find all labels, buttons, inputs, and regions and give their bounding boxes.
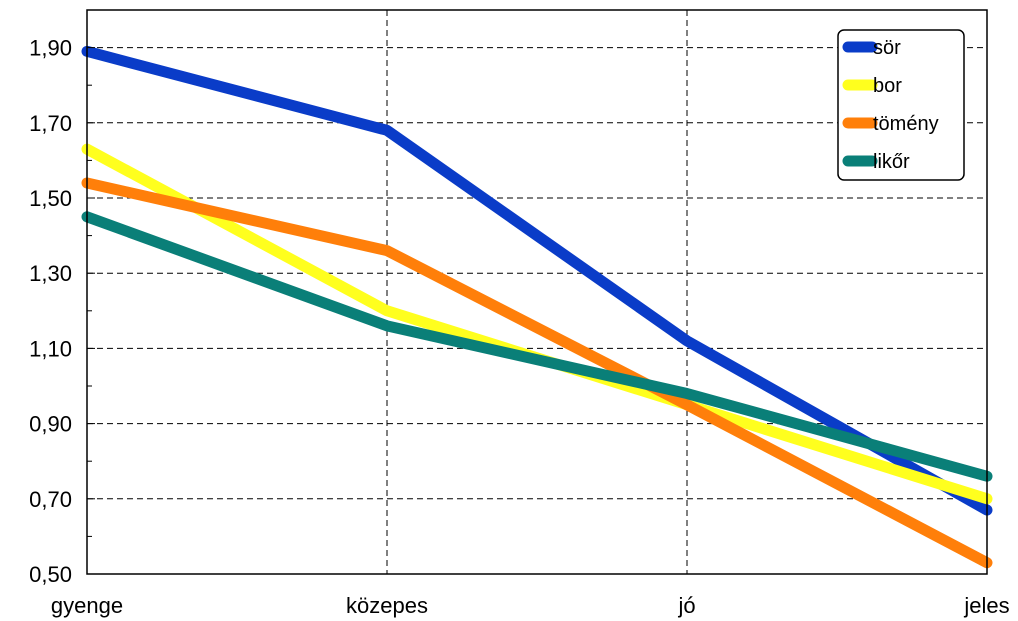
y-axis-ticks: 0,50 0,70 0,90 1,10 1,30 1,50 1,70 1,90 <box>29 36 95 587</box>
legend: sör bor tömény likőr <box>837 29 965 181</box>
y-tick-label: 1,90 <box>29 36 72 61</box>
series-line-3 <box>81 211 993 482</box>
x-tick-label: közepes <box>346 593 428 618</box>
x-axis-ticks: gyenge közepes jó jeles <box>51 593 1010 618</box>
y-tick-label: 1,50 <box>29 186 72 211</box>
legend-label: bor <box>873 75 902 97</box>
x-tick-label: gyenge <box>51 593 123 618</box>
x-tick-label: jeles <box>963 593 1009 618</box>
legend-label: likőr <box>873 151 910 173</box>
y-tick-label: 0,90 <box>29 412 72 437</box>
x-tick-label: jó <box>677 593 695 618</box>
y-tick-label: 1,30 <box>29 261 72 286</box>
plot-frame <box>86 9 988 575</box>
y-tick-label: 1,10 <box>29 336 72 361</box>
y-tick-label: 1,70 <box>29 111 72 136</box>
legend-label: sör <box>873 37 901 59</box>
series-layer <box>81 45 993 569</box>
y-tick-label: 0,50 <box>29 562 72 587</box>
legend-items: sör bor tömény likőr <box>842 37 939 173</box>
y-tick-label: 0,70 <box>29 487 72 512</box>
legend-box <box>837 29 965 181</box>
series-line-0 <box>81 45 993 516</box>
legend-label: tömény <box>873 113 939 135</box>
series-line-2 <box>81 177 993 569</box>
